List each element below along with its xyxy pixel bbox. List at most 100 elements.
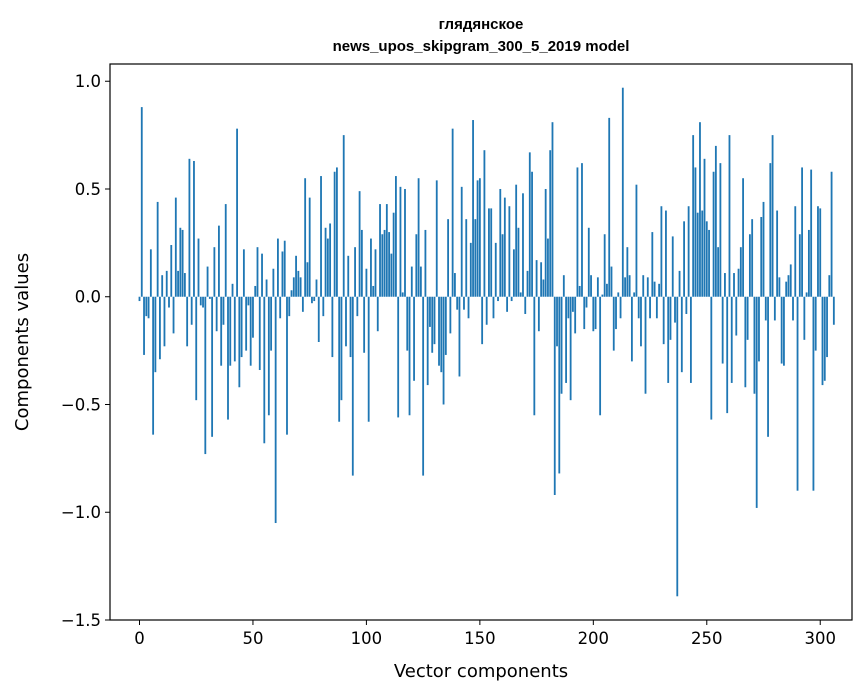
bar-159 xyxy=(499,188,502,297)
bar-96 xyxy=(356,296,359,317)
bar-14 xyxy=(170,245,173,297)
bar-36 xyxy=(220,296,223,366)
bar-133 xyxy=(440,296,443,373)
bar-27 xyxy=(199,296,202,306)
bar-138 xyxy=(451,128,454,297)
bar-7 xyxy=(154,296,157,373)
bar-210 xyxy=(615,296,617,330)
bar-115 xyxy=(399,186,402,297)
bar-136 xyxy=(447,219,450,297)
bar-19 xyxy=(181,229,184,297)
bar-124 xyxy=(419,266,422,297)
bar-228 xyxy=(655,296,658,319)
bar-225 xyxy=(649,296,651,319)
bar-178 xyxy=(542,279,545,297)
bar-74 xyxy=(306,262,309,297)
bar-28 xyxy=(202,296,204,308)
y-tick-label: 1.0 xyxy=(75,72,101,91)
bar-205 xyxy=(603,234,606,297)
bar-40 xyxy=(229,296,232,366)
bar-253 xyxy=(712,171,715,297)
bar-158 xyxy=(497,296,499,302)
plot-frame xyxy=(109,63,853,621)
bar-163 xyxy=(508,206,511,297)
bar-103 xyxy=(372,285,375,297)
bar-98 xyxy=(360,229,363,297)
bar-223 xyxy=(644,296,647,394)
bar-283 xyxy=(780,296,783,364)
bar-154 xyxy=(488,208,490,297)
x-tick-label: 0 xyxy=(134,629,145,648)
bar-86 xyxy=(333,171,336,297)
bar-48 xyxy=(247,296,250,306)
bar-201 xyxy=(594,296,597,330)
bar-219 xyxy=(635,184,638,297)
bar-61 xyxy=(277,238,279,297)
bar-141 xyxy=(458,296,461,377)
bar-162 xyxy=(506,296,509,312)
bar-144 xyxy=(465,219,468,297)
bar-42 xyxy=(233,296,236,362)
bar-149 xyxy=(476,180,479,297)
bar-185 xyxy=(558,296,561,474)
bar-150 xyxy=(478,178,481,297)
bar-168 xyxy=(519,292,522,297)
bar-264 xyxy=(737,268,740,297)
bar-10 xyxy=(161,275,164,297)
bar-105 xyxy=(376,296,379,332)
bar-260 xyxy=(728,135,731,297)
bar-132 xyxy=(438,296,440,366)
bar-90 xyxy=(342,135,345,297)
bar-9 xyxy=(159,296,161,360)
y-axis-ticks: −1.5 −1.0 −0.5 0.0 0.5 1.0 xyxy=(61,72,110,630)
bar-8 xyxy=(156,201,159,297)
bar-143 xyxy=(463,296,465,310)
x-tick-label: 100 xyxy=(351,629,383,648)
bar-76 xyxy=(311,296,313,304)
bar-125 xyxy=(422,296,425,476)
bar-84 xyxy=(329,223,332,297)
bar-65 xyxy=(286,296,288,435)
bar-296 xyxy=(810,169,813,297)
bar-15 xyxy=(172,296,175,334)
bar-204 xyxy=(601,294,604,297)
bar-241 xyxy=(685,296,688,314)
bar-22 xyxy=(188,158,191,297)
bar-265 xyxy=(739,247,742,297)
bar-259 xyxy=(726,296,729,414)
bar-183 xyxy=(553,296,556,495)
bar-215 xyxy=(626,247,629,297)
bar-31 xyxy=(208,296,211,299)
bar-269 xyxy=(748,234,751,297)
bar-239 xyxy=(680,296,683,373)
bar-100 xyxy=(365,268,368,297)
bar-170 xyxy=(524,296,527,314)
bar-114 xyxy=(397,296,400,418)
bar-246 xyxy=(696,212,699,297)
bar-167 xyxy=(517,227,520,297)
bar-118 xyxy=(406,296,409,351)
bar-200 xyxy=(592,296,595,332)
bar-237 xyxy=(676,296,679,597)
bar-190 xyxy=(569,296,572,401)
bar-207 xyxy=(608,117,611,297)
bar-67 xyxy=(290,290,293,297)
bar-305 xyxy=(830,171,833,297)
bar-293 xyxy=(803,296,806,340)
bar-82 xyxy=(324,227,327,297)
bar-248 xyxy=(701,210,704,297)
bar-101 xyxy=(367,296,370,422)
bar-172 xyxy=(528,152,531,297)
bar-254 xyxy=(714,145,717,297)
bar-23 xyxy=(190,296,193,325)
bar-37 xyxy=(222,296,225,325)
bar-261 xyxy=(730,296,733,383)
bar-18 xyxy=(179,227,182,297)
bar-57 xyxy=(267,296,270,416)
bar-52 xyxy=(256,247,259,297)
bar-244 xyxy=(692,135,695,297)
bar-123 xyxy=(417,178,420,297)
bar-53 xyxy=(258,296,261,371)
bar-218 xyxy=(633,292,636,297)
bar-156 xyxy=(492,296,495,319)
